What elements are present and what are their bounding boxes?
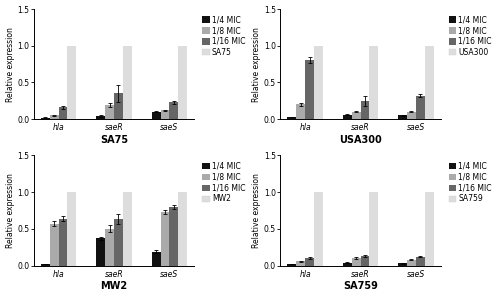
Bar [360, 101, 370, 119]
Bar [58, 219, 68, 266]
Bar [305, 258, 314, 266]
Bar [178, 192, 187, 266]
Bar [123, 46, 132, 119]
Bar [296, 261, 305, 266]
Bar [152, 112, 160, 119]
Bar [96, 238, 105, 266]
Bar [370, 192, 378, 266]
Bar [288, 117, 296, 119]
Bar [170, 102, 178, 119]
Bar [41, 264, 50, 266]
Bar [152, 252, 160, 266]
Bar [398, 116, 407, 119]
Bar [160, 110, 170, 119]
Y-axis label: Relative expression: Relative expression [6, 173, 15, 248]
Bar [296, 105, 305, 119]
Bar [343, 263, 351, 266]
Y-axis label: Relative expression: Relative expression [6, 27, 15, 102]
Bar [170, 207, 178, 266]
X-axis label: SA75: SA75 [100, 135, 128, 145]
Legend: 1/4 MIC, 1/8 MIC, 1/16 MIC, SA75: 1/4 MIC, 1/8 MIC, 1/16 MIC, SA75 [200, 13, 248, 59]
X-axis label: SA759: SA759 [343, 282, 378, 291]
Bar [178, 46, 187, 119]
Bar [398, 263, 407, 266]
Bar [50, 116, 58, 119]
Bar [105, 105, 114, 119]
Bar [407, 112, 416, 119]
Bar [352, 112, 360, 119]
Bar [416, 257, 425, 266]
Bar [288, 264, 296, 266]
Legend: 1/4 MIC, 1/8 MIC, 1/16 MIC, USA300: 1/4 MIC, 1/8 MIC, 1/16 MIC, USA300 [446, 13, 494, 59]
Bar [416, 96, 425, 119]
Bar [68, 192, 76, 266]
Bar [58, 107, 68, 119]
Legend: 1/4 MIC, 1/8 MIC, 1/16 MIC, SA759: 1/4 MIC, 1/8 MIC, 1/16 MIC, SA759 [446, 159, 494, 206]
Bar [370, 46, 378, 119]
Bar [360, 256, 370, 266]
Bar [123, 192, 132, 266]
Bar [114, 94, 123, 119]
X-axis label: MW2: MW2 [100, 282, 128, 291]
Bar [41, 118, 50, 119]
Legend: 1/4 MIC, 1/8 MIC, 1/16 MIC, MW2: 1/4 MIC, 1/8 MIC, 1/16 MIC, MW2 [200, 159, 248, 206]
Bar [160, 212, 170, 266]
Bar [425, 46, 434, 119]
Bar [352, 258, 360, 266]
X-axis label: USA300: USA300 [339, 135, 382, 145]
Bar [50, 224, 58, 266]
Y-axis label: Relative expression: Relative expression [252, 173, 261, 248]
Bar [305, 60, 314, 119]
Bar [114, 219, 123, 266]
Bar [96, 116, 105, 119]
Bar [68, 46, 76, 119]
Y-axis label: Relative expression: Relative expression [252, 27, 261, 102]
Bar [425, 192, 434, 266]
Bar [105, 229, 114, 266]
Bar [343, 115, 351, 119]
Bar [314, 46, 323, 119]
Bar [407, 260, 416, 266]
Bar [314, 192, 323, 266]
